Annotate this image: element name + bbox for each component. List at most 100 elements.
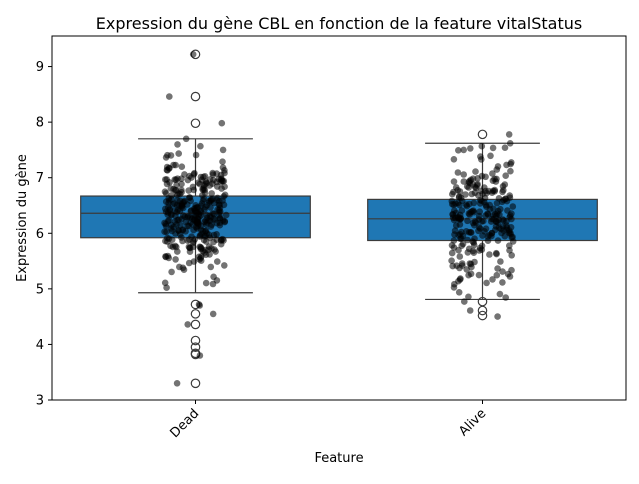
strip-point bbox=[476, 244, 484, 252]
strip-point bbox=[176, 263, 183, 271]
strip-point bbox=[221, 218, 229, 225]
strip-point bbox=[493, 199, 501, 207]
strip-point bbox=[179, 237, 186, 245]
strip-point bbox=[178, 180, 185, 188]
strip-point bbox=[448, 257, 455, 265]
strip-point bbox=[163, 284, 170, 292]
strip-point bbox=[465, 293, 472, 301]
y-tick-label: 9 bbox=[36, 60, 44, 75]
strip-point bbox=[196, 180, 203, 188]
outlier-marker bbox=[477, 310, 488, 321]
outlier-marker bbox=[190, 118, 201, 129]
strip-point bbox=[506, 192, 513, 199]
strip-point bbox=[196, 352, 204, 359]
outlier-marker bbox=[190, 319, 201, 330]
strip-point bbox=[493, 271, 501, 279]
strip-point bbox=[481, 228, 488, 235]
strip-point bbox=[201, 249, 208, 256]
plot-area bbox=[80, 49, 598, 389]
chart-title: Expression du gène CBL en fonction de la… bbox=[96, 14, 582, 33]
strip-point bbox=[494, 265, 501, 272]
strip-point bbox=[215, 206, 223, 214]
strip-point bbox=[185, 259, 193, 267]
strip-point bbox=[450, 244, 458, 251]
strip-point bbox=[210, 176, 217, 184]
strip-point bbox=[189, 51, 197, 58]
strip-point bbox=[500, 217, 508, 224]
strip-point bbox=[173, 380, 181, 387]
outlier-marker bbox=[190, 335, 201, 346]
strip-point bbox=[462, 201, 470, 208]
strip-point bbox=[181, 198, 188, 206]
y-tick-label: 8 bbox=[36, 116, 44, 131]
strip-point bbox=[449, 262, 457, 270]
strip-point bbox=[452, 184, 460, 191]
strip-point bbox=[213, 277, 221, 284]
strip-point bbox=[168, 268, 175, 276]
strip-point bbox=[450, 178, 458, 185]
strip-point bbox=[507, 212, 514, 219]
strip-point bbox=[451, 231, 458, 238]
strip-point bbox=[477, 187, 485, 195]
strip-point bbox=[464, 236, 471, 244]
strip-point bbox=[497, 258, 504, 265]
strip-point bbox=[200, 184, 207, 192]
strip-point bbox=[474, 182, 481, 189]
strip-point bbox=[475, 271, 483, 279]
strip-point bbox=[448, 249, 456, 257]
strip-point bbox=[216, 221, 224, 229]
strip-point bbox=[186, 244, 193, 252]
strip-point bbox=[509, 233, 516, 241]
strip-point bbox=[164, 211, 172, 218]
strip-point bbox=[184, 321, 191, 328]
strip-point bbox=[173, 243, 180, 251]
strip-point bbox=[493, 250, 500, 258]
strip-point bbox=[219, 158, 226, 165]
strip-point bbox=[174, 175, 181, 182]
strip-point bbox=[186, 194, 194, 201]
strip-point bbox=[182, 135, 190, 143]
strip-point bbox=[489, 170, 496, 177]
strip-point bbox=[471, 235, 478, 242]
y-tick-label: 5 bbox=[36, 282, 44, 297]
strip-point bbox=[497, 205, 504, 213]
strip-point bbox=[203, 238, 210, 245]
strip-point bbox=[458, 228, 465, 236]
strip-point bbox=[487, 152, 494, 160]
strip-point bbox=[505, 131, 513, 138]
strip-point bbox=[480, 217, 487, 225]
strip-point bbox=[496, 211, 503, 218]
strip-point bbox=[494, 237, 502, 244]
strip-point bbox=[492, 218, 500, 225]
strip-point bbox=[184, 237, 191, 244]
strip-point bbox=[209, 310, 217, 318]
outlier-marker bbox=[477, 129, 488, 140]
strip-point bbox=[203, 221, 210, 228]
strip-point bbox=[460, 146, 468, 154]
strip-point bbox=[456, 216, 464, 223]
strip-point bbox=[454, 169, 462, 176]
strip-point bbox=[475, 212, 483, 220]
strip-point bbox=[455, 147, 462, 154]
strip-point bbox=[507, 167, 514, 175]
strip-point bbox=[210, 238, 217, 246]
strip-point bbox=[165, 203, 172, 211]
strip-point bbox=[222, 211, 230, 219]
strip-point bbox=[174, 197, 181, 204]
strip-point bbox=[189, 183, 197, 191]
strip-point bbox=[489, 187, 497, 195]
strip-point bbox=[220, 193, 228, 200]
strip-point bbox=[198, 200, 206, 207]
strip-point bbox=[464, 217, 471, 225]
strip-point bbox=[501, 232, 509, 240]
strip-point bbox=[498, 198, 506, 206]
strip-point bbox=[462, 191, 469, 198]
strip-point bbox=[483, 279, 490, 287]
strip-point bbox=[164, 151, 171, 159]
strip-point bbox=[195, 210, 203, 218]
strip-point bbox=[178, 203, 186, 211]
strip-point bbox=[468, 190, 476, 198]
strip-point bbox=[493, 166, 501, 173]
